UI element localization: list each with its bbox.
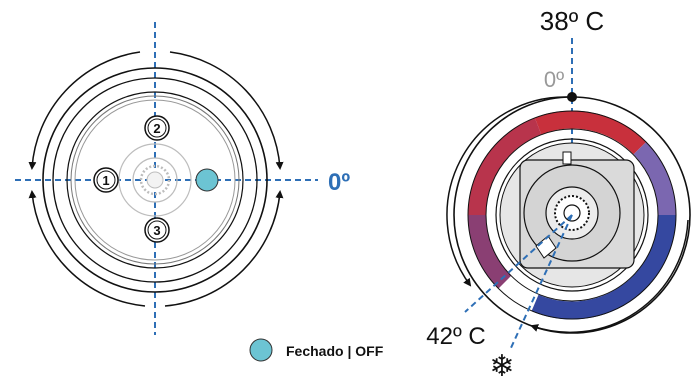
band-right-violet	[633, 141, 677, 216]
temperature-band	[467, 110, 677, 320]
position-label-1: 1	[102, 173, 109, 188]
right-ring-inner-1	[495, 138, 649, 292]
arrow-top-right	[169, 51, 284, 170]
left-ring-2	[52, 77, 258, 283]
left-hub-gear	[139, 164, 171, 196]
position-marker-3: 3	[144, 217, 170, 243]
right-pointer-notch	[535, 235, 557, 259]
off-position-dot	[195, 168, 219, 192]
position-label-2: 2	[153, 121, 160, 136]
left-ring-3	[66, 91, 244, 269]
left-rotation-arrows	[28, 51, 284, 307]
band-blue	[531, 214, 677, 320]
left-hub-outer	[118, 143, 192, 217]
legend-off-swatch	[249, 338, 273, 362]
left-zero-label: 0º	[328, 169, 350, 196]
band-outline-inner	[485, 128, 659, 302]
left-hub-center	[146, 171, 164, 189]
right-cam-notch	[562, 151, 572, 165]
right-arrow-left	[446, 96, 569, 287]
diagonal-axis-snow	[509, 214, 573, 351]
legend: Fechado | OFF	[249, 338, 384, 362]
band-red	[534, 110, 647, 155]
bottom-temperature-label: 42º C	[426, 323, 485, 350]
band-outline-outer	[467, 110, 677, 320]
right-zero-label: 0º	[544, 67, 564, 92]
position-label-3: 3	[153, 223, 160, 238]
legend-off-label: Fechado | OFF	[286, 343, 384, 359]
arrow-bottom-right	[164, 190, 284, 307]
right-arrow-bottom	[530, 219, 689, 334]
position-marker-2: 2	[144, 115, 170, 141]
left-outer-ring	[42, 67, 268, 293]
snowflake-icon: ❄	[489, 350, 514, 378]
top-temperature-label: 38º C	[540, 6, 604, 36]
left-ring-5	[74, 99, 236, 261]
zero-position-dot	[567, 92, 577, 102]
left-dial: 1 2 3 0º	[15, 22, 350, 335]
left-hub-inner	[132, 157, 178, 203]
right-dial: 38º C 0º	[426, 6, 691, 383]
right-hub-center	[563, 204, 581, 222]
arrow-top-left	[28, 51, 141, 170]
diagonal-axis-42	[464, 214, 573, 313]
left-ring-4	[70, 95, 240, 265]
arrow-bottom-left	[28, 190, 146, 307]
position-marker-1: 1	[93, 167, 119, 193]
band-left-red	[467, 117, 542, 216]
band-left-purple	[468, 214, 512, 289]
